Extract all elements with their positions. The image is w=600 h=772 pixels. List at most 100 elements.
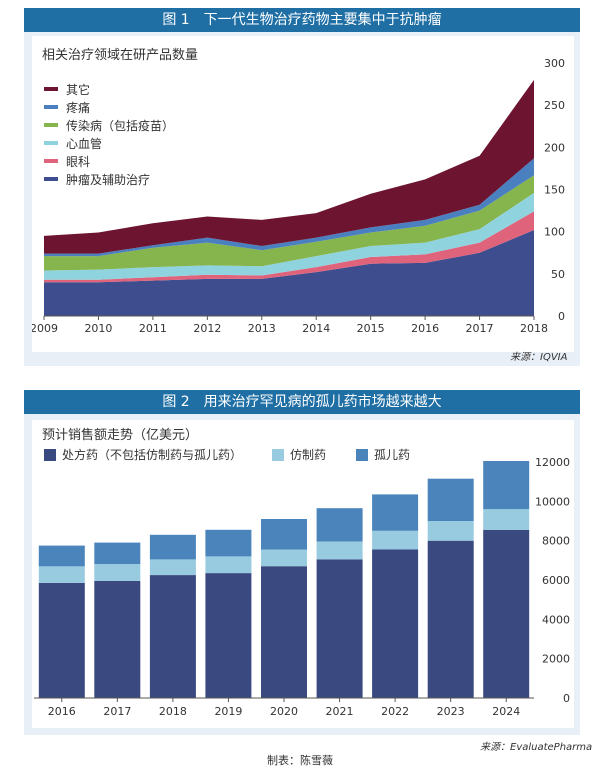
bar-2019-2 (205, 529, 252, 557)
x-tick-label: 2011 (139, 322, 167, 335)
bar-2018-2 (149, 534, 196, 560)
y-tick-label: 10000 (535, 495, 570, 508)
legend-swatch (44, 177, 58, 181)
y-tick-label: 50 (551, 268, 565, 281)
figure1-legend: 其它疼痛传染病（包括疫苗） 心血管眼科肿瘤及辅助治疗 (44, 80, 174, 188)
legend-item: 传染病（包括疫苗） (44, 116, 174, 134)
x-tick-label: 2019 (214, 705, 242, 718)
figure2-subtitle: 预计销售额走势（亿美元） (42, 428, 199, 443)
figure1-title: 图 1 下一代生物治疗药物主要集中于抗肿瘤 (24, 8, 580, 32)
legend-swatch (44, 448, 56, 461)
y-tick-label: 12000 (535, 456, 570, 469)
legend-item: 肿瘤及辅助治疗 (44, 170, 174, 188)
legend-item: 处方药（不包括仿制药与孤儿药） (44, 446, 242, 463)
x-tick-label: 2009 (32, 322, 58, 335)
area-series-0 (44, 230, 534, 316)
x-tick-label: 2010 (84, 322, 112, 335)
bar-2018-0 (149, 575, 196, 698)
bar-2022-2 (372, 494, 419, 531)
legend-label: 传染病（包括疫苗） (66, 118, 175, 133)
figure2-chart: 2016 2017 2018 2019 2020 2021 2022 2023 2024 0 200… (34, 456, 570, 718)
x-tick-label: 2014 (302, 322, 330, 335)
y-tick-label: 0 (563, 692, 570, 705)
bar-2023-0 (427, 540, 474, 698)
bar-2017-0 (94, 581, 141, 698)
bar-2021-1 (316, 541, 363, 560)
y-tick-label: 0 (558, 310, 565, 323)
x-tick-label: 2013 (248, 322, 276, 335)
y-tick-label: 300 (544, 57, 565, 70)
bar-2024-0 (483, 529, 530, 698)
legend-swatch (356, 448, 369, 461)
figure2-title: 图 2 用来治疗罕见病的孤儿药市场越来越大 (24, 390, 580, 414)
legend-item: 仿制药 (272, 446, 326, 463)
bar-2023-2 (427, 478, 474, 521)
x-tick-label: 2016 (411, 322, 439, 335)
area-series-5 (44, 79, 534, 254)
y-tick-label: 8000 (542, 535, 570, 548)
x-tick-label: 2023 (437, 705, 465, 718)
legend-item: 心血管 (44, 134, 174, 152)
bar-2020-0 (261, 566, 307, 698)
legend-label: 肿瘤及辅助治疗 (66, 172, 151, 187)
figure2-chart-area: 2016 2017 2018 2019 2020 2021 2022 2023 2024 0 200… (32, 420, 574, 728)
area-series-2 (44, 192, 534, 280)
legend-swatch (44, 159, 58, 163)
bar-2024-2 (483, 461, 530, 510)
x-tick-label: 2020 (270, 705, 298, 718)
legend-swatch (44, 87, 58, 91)
legend-item: 孤儿药 (356, 446, 410, 463)
legend-swatch (272, 448, 285, 461)
x-tick-label: 2018 (159, 705, 187, 718)
legend-swatch (44, 105, 58, 109)
figure2-panel: 图 2 用来治疗罕见病的孤儿药市场越来越大 2016 2017 2018 2019 20… (24, 390, 580, 735)
bar-2022-1 (372, 530, 419, 550)
legend-label: 仿制药 (290, 448, 327, 462)
legend-swatch (44, 141, 58, 145)
figure1-subtitle: 相关治疗领域在研产品数量 (42, 48, 199, 63)
bar-2017-2 (94, 542, 141, 565)
bar-2018-1 (149, 559, 196, 575)
x-tick-label: 2016 (48, 705, 76, 718)
x-tick-label: 2024 (492, 705, 520, 718)
bar-2021-2 (316, 508, 363, 542)
y-tick-label: 250 (544, 99, 565, 112)
y-tick-label: 4000 (542, 613, 570, 626)
bar-2016-1 (38, 566, 85, 583)
x-tick-label: 2017 (103, 705, 131, 718)
area-series-3 (44, 175, 534, 271)
chart-credit: 制表：陈雪薇 (267, 754, 333, 767)
x-tick-label: 2018 (520, 322, 548, 335)
figure2-legend: 处方药（不包括仿制药与孤儿药） 仿制药 孤儿药 (44, 446, 440, 463)
y-tick-label: 150 (544, 184, 565, 197)
legend-label: 其它 (66, 82, 91, 97)
legend-label: 眼科 (66, 154, 91, 169)
figure1-chart-area: 2009 2010 2011 2012 2013 2014 2015 2016 2017 2018… (32, 36, 574, 352)
legend-label: 疼痛 (66, 100, 91, 115)
bar-2024-1 (483, 509, 530, 530)
legend-label: 处方药（不包括仿制药与孤儿药） (62, 448, 243, 462)
x-tick-label: 2021 (326, 705, 354, 718)
bar-2021-0 (316, 559, 363, 698)
y-tick-label: 2000 (542, 653, 570, 666)
x-tick-label: 2015 (357, 322, 385, 335)
figure1-source: 来源：IQVIA (510, 352, 568, 363)
figure2-source: 来源：EvaluatePharma (480, 742, 593, 753)
legend-item: 其它 (44, 80, 174, 98)
y-tick-label: 6000 (542, 574, 570, 587)
legend-item: 疼痛 (44, 98, 174, 116)
legend-label: 心血管 (66, 136, 103, 151)
bar-2016-2 (38, 545, 85, 567)
legend-item: 眼科 (44, 152, 174, 170)
bar-2020-2 (261, 519, 307, 550)
legend-swatch (44, 123, 58, 127)
x-tick-label: 2012 (193, 322, 221, 335)
x-tick-label: 2017 (466, 322, 494, 335)
bar-2019-1 (205, 556, 252, 574)
bar-2022-0 (372, 549, 419, 698)
bar-2019-0 (205, 573, 252, 698)
x-tick-label: 2022 (381, 705, 409, 718)
figure1-chart: 2009 2010 2011 2012 2013 2014 2015 2016 2017 2018… (32, 57, 565, 335)
bar-2017-1 (94, 564, 141, 581)
y-tick-label: 200 (544, 141, 565, 154)
